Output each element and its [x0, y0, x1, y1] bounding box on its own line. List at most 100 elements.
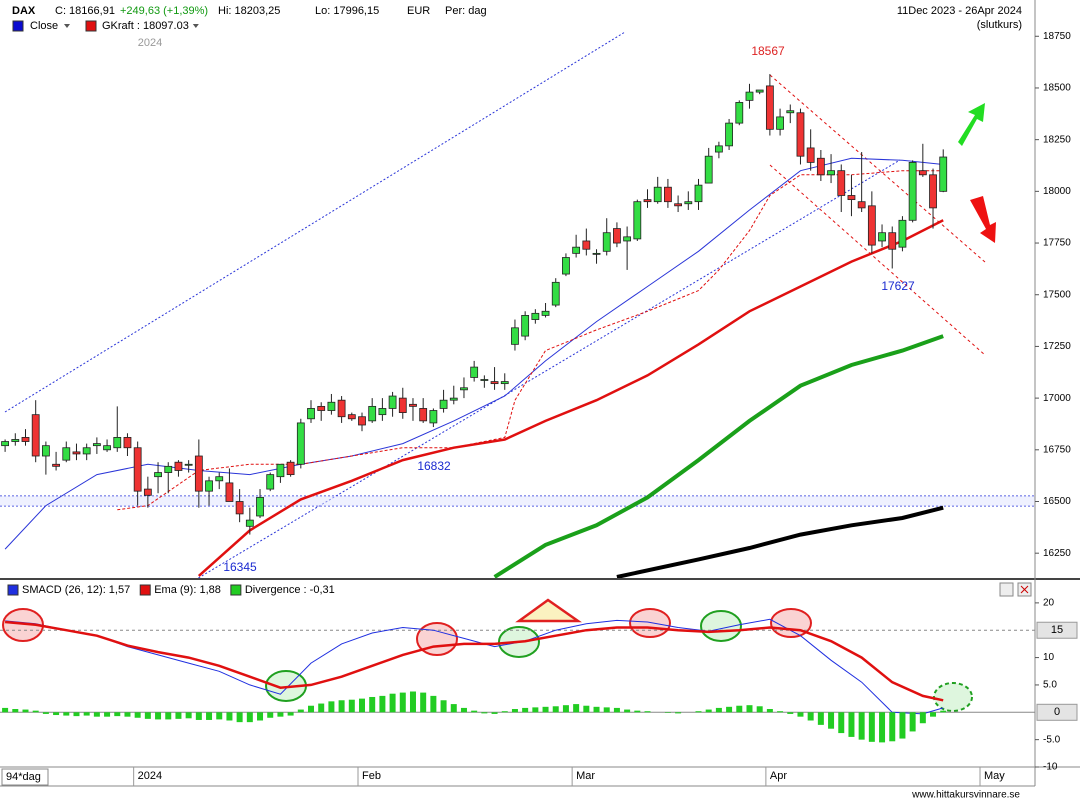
- y-tick-label: 17500: [1043, 289, 1071, 300]
- currency: EUR: [407, 5, 430, 17]
- candle-body: [82, 447, 91, 455]
- candle-body: [929, 174, 937, 209]
- symbol: DAX: [12, 5, 36, 17]
- histogram-bar: [522, 707, 529, 713]
- histogram-bar: [664, 712, 671, 713]
- candle-body: [358, 416, 366, 426]
- marker-triangle: [515, 598, 582, 623]
- candle-body: [133, 447, 142, 492]
- y-tick-label: 18500: [1043, 83, 1071, 94]
- candle-body: [286, 461, 295, 476]
- histogram-bar: [848, 712, 855, 737]
- candle-body: [898, 219, 907, 248]
- indicator-line: [616, 505, 944, 578]
- histogram-bar: [42, 712, 49, 714]
- label-box: [1, 768, 49, 786]
- histogram-bar: [542, 706, 549, 713]
- histogram-bar: [206, 712, 213, 720]
- candle-body: [725, 122, 733, 147]
- candle-body: [103, 445, 111, 451]
- histogram-bar: [644, 711, 651, 713]
- indicator-line: [4, 157, 944, 550]
- candle-body: [592, 252, 601, 255]
- histogram-bar: [430, 695, 437, 713]
- annotation: 17627: [881, 279, 915, 293]
- candle-body: [704, 155, 713, 184]
- marker-circle: [416, 622, 458, 656]
- candle-body: [62, 447, 71, 461]
- histogram-bar: [501, 711, 508, 713]
- y-tick-label: 17750: [1043, 238, 1071, 249]
- annotation: 16832: [417, 459, 451, 473]
- histogram-bar: [104, 712, 111, 717]
- legend-label: SMACD (26, 12): 1,57: [22, 584, 130, 596]
- histogram-bar: [552, 706, 559, 713]
- histogram-bar: [399, 692, 406, 713]
- candle-body: [643, 199, 652, 203]
- y-tick-label: 18000: [1043, 186, 1071, 197]
- y-tick-label: 20: [1043, 598, 1055, 609]
- histogram-bar: [369, 696, 376, 713]
- histogram-bar: [226, 712, 233, 721]
- histogram-bar: [583, 705, 590, 713]
- candle-body: [276, 463, 285, 478]
- candle-body: [755, 89, 764, 93]
- candle-body: [827, 170, 835, 176]
- histogram-bar: [930, 712, 937, 717]
- macd-panel: [0, 598, 1035, 743]
- candle-body: [867, 205, 876, 246]
- y-tick-label: -5.0: [1043, 734, 1061, 745]
- histogram-bar: [379, 695, 386, 713]
- histogram-bar: [562, 705, 569, 713]
- candle-body: [378, 408, 387, 416]
- histogram-bar: [236, 712, 243, 723]
- candle-body: [684, 201, 693, 205]
- y-tick-label: 17000: [1043, 393, 1071, 404]
- legend-swatch: [7, 584, 19, 596]
- candle-body: [419, 408, 428, 422]
- y-tick-label: -10: [1043, 762, 1058, 773]
- histogram-bar: [919, 712, 926, 724]
- histogram-bar: [338, 700, 345, 713]
- icon: [1020, 585, 1029, 594]
- candle-body: [582, 240, 591, 250]
- histogram-bar: [114, 712, 121, 717]
- annotation: 18567: [751, 44, 785, 58]
- candle-body: [623, 236, 632, 242]
- histogram-bar: [573, 704, 580, 713]
- settings-button[interactable]: [999, 582, 1014, 597]
- legend-swatch: [85, 20, 97, 32]
- histogram-bar: [308, 705, 315, 713]
- legend-label: Ema (9): 1,88: [154, 584, 221, 596]
- histogram-bar: [838, 712, 845, 734]
- y-tick-label: 16250: [1043, 548, 1071, 559]
- histogram-bar: [195, 712, 202, 720]
- histogram-bar: [634, 710, 641, 713]
- candle-body: [796, 112, 805, 157]
- legend-swatch: [230, 584, 242, 596]
- candle-body: [266, 474, 275, 490]
- candle-body: [918, 170, 927, 176]
- trend-line: [197, 159, 901, 578]
- histogram-bar: [603, 707, 610, 713]
- candle-body: [429, 410, 438, 424]
- y-tick-label: 5.0: [1043, 680, 1057, 691]
- candle-body: [113, 436, 122, 449]
- change-value: +249,63 (+1,39%): [120, 5, 208, 17]
- histogram-bar: [532, 707, 539, 713]
- candle-body: [480, 379, 489, 381]
- y-tick-label: 18750: [1043, 31, 1071, 42]
- candle-body: [521, 315, 530, 337]
- histogram-bar: [705, 709, 712, 713]
- y-tick-label: 10: [1043, 652, 1055, 663]
- histogram-bar: [613, 707, 620, 713]
- histogram-bar: [787, 712, 794, 714]
- histogram-bar: [858, 712, 865, 740]
- histogram-bar: [868, 712, 875, 742]
- candle-body: [327, 401, 336, 411]
- candle-body: [939, 156, 948, 192]
- histogram-bar: [593, 706, 600, 713]
- candle-body: [439, 399, 448, 409]
- indicator-line: [117, 170, 944, 511]
